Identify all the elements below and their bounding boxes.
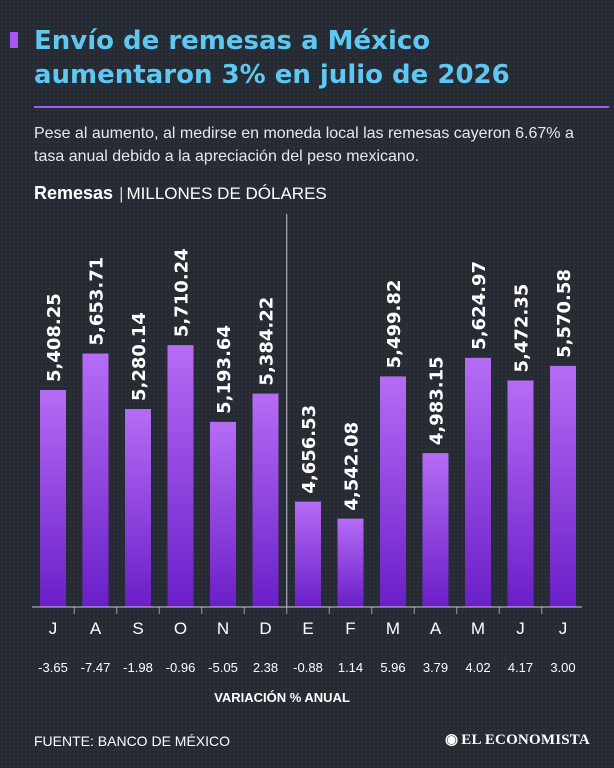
variation-label: 3.79 — [423, 660, 448, 675]
unit-label: Remesas | MILLONES DE DÓLARES — [34, 183, 327, 204]
variation-label: -0.88 — [293, 660, 323, 675]
unit-label-strong: Remesas — [34, 183, 114, 203]
x-tick-label: E — [302, 619, 313, 638]
bar — [380, 376, 406, 607]
bar — [507, 380, 534, 607]
x-tick-label: A — [430, 619, 442, 638]
bar-value-label: 5,472.35 — [512, 284, 533, 373]
x-tick-label: A — [90, 619, 102, 638]
bar-value-label: 5,408.25 — [44, 293, 65, 382]
variation-label: 4.02 — [465, 660, 490, 675]
x-tick-label: O — [174, 619, 187, 638]
bar — [125, 409, 151, 607]
bar — [252, 393, 279, 607]
bar-value-label: 5,384.22 — [257, 297, 278, 386]
bar-value-label: 5,193.64 — [214, 325, 235, 414]
variation-label: 1.14 — [338, 660, 363, 675]
x-tick-label: M — [386, 619, 400, 638]
x-tick-label: D — [259, 619, 271, 638]
bar — [337, 518, 364, 607]
bar — [422, 453, 449, 607]
variation-axis-label: VARIACIÓN % ANUAL — [214, 690, 350, 705]
variation-label: 4.17 — [508, 660, 533, 675]
unit-label-text: MILLONES DE DÓLARES — [126, 184, 327, 203]
bar — [210, 421, 236, 607]
bar — [40, 390, 66, 607]
variation-label: -3.65 — [38, 660, 68, 675]
page-title: Envío de remesas a México aumentaron 3% … — [34, 26, 510, 90]
x-tick-label: J — [49, 619, 58, 638]
variation-label: 5.96 — [380, 660, 405, 675]
bar-value-label: 5,280.14 — [129, 312, 150, 401]
variation-label: -7.47 — [81, 660, 111, 675]
bar-value-label: 4,983.15 — [427, 356, 448, 445]
bar — [82, 353, 109, 607]
bar-value-label: 4,656.53 — [299, 405, 320, 494]
x-tick-label: J — [559, 619, 568, 638]
x-tick-label: M — [471, 619, 485, 638]
source-note: FUENTE: BANCO DE MÉXICO — [34, 733, 231, 749]
bar-value-label: 5,653.71 — [87, 257, 108, 346]
bar-value-label: 5,624.97 — [469, 261, 490, 350]
bar-value-label: 5,499.82 — [384, 280, 405, 369]
unit-label-separator: | — [119, 184, 124, 203]
variation-label: 3.00 — [550, 660, 575, 675]
economista-logo-icon: ◉ — [445, 732, 459, 748]
x-tick-label: S — [132, 619, 143, 638]
brand-name: EL ECONOMISTA — [461, 732, 590, 748]
x-tick-label: F — [345, 619, 355, 638]
bar-value-label: 5,570.58 — [554, 269, 575, 358]
x-tick-label: N — [217, 619, 229, 638]
bar-value-label: 5,710.24 — [172, 248, 193, 337]
title-divider — [34, 106, 609, 108]
variation-label: 2.38 — [253, 660, 278, 675]
title-accent-bar — [10, 32, 18, 48]
bar-value-label: 4,542.08 — [342, 422, 363, 511]
bar — [465, 357, 491, 607]
bar — [550, 365, 576, 607]
x-tick-label: J — [516, 619, 525, 638]
chart-subtitle: Pese al aumento, al medirse en moneda lo… — [34, 125, 574, 165]
bar — [167, 345, 194, 607]
brand-logo: ◉ EL ECONOMISTA — [445, 730, 590, 749]
variation-label: -5.05 — [208, 660, 238, 675]
variation-label: -0.96 — [166, 660, 196, 675]
bar — [295, 501, 321, 607]
variation-label: -1.98 — [123, 660, 153, 675]
